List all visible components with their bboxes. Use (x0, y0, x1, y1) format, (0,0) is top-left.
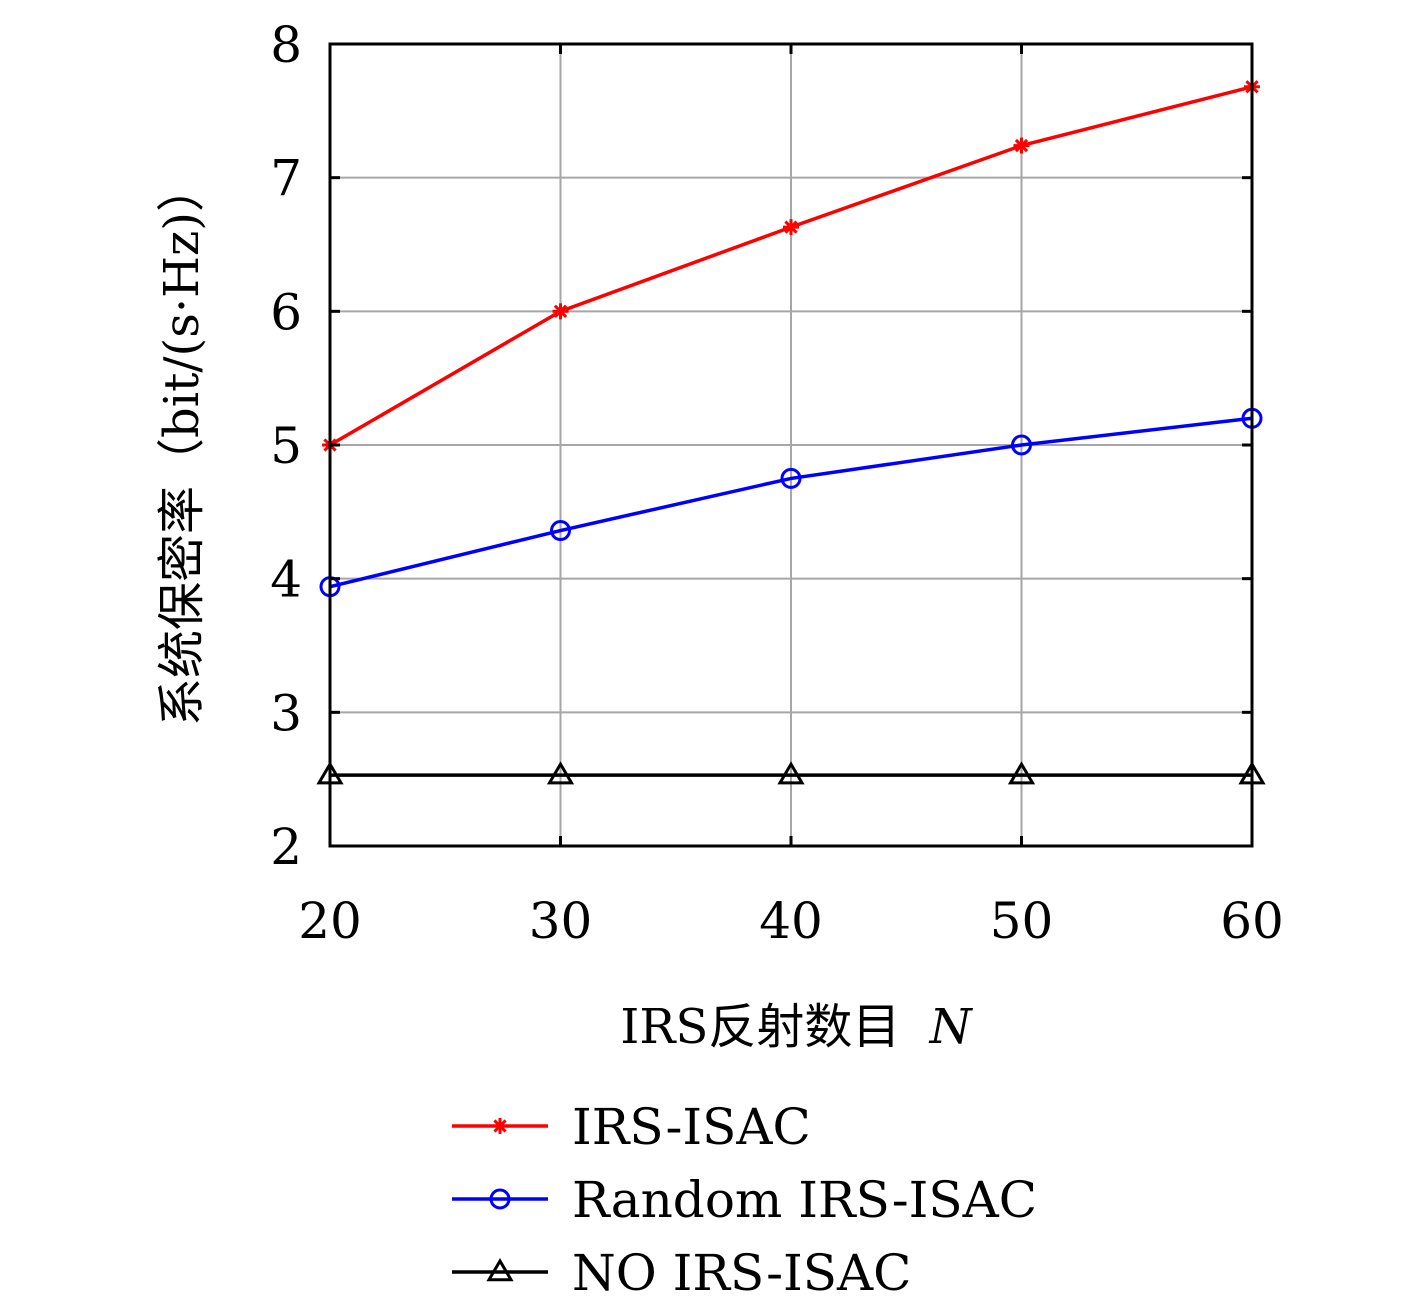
series-layer (316, 78, 1266, 785)
y-tick-label: 4 (270, 551, 302, 609)
legend-label: NO IRS-ISAC (572, 1244, 911, 1302)
legend-item-random-irs-isac: Random IRS-ISAC (452, 1171, 1037, 1229)
legend-item-no-irs-isac: NO IRS-ISAC (452, 1244, 911, 1302)
data-point-irs-isac-stroke (553, 304, 568, 318)
legend-item-irs-isac: IRS-ISAC (452, 1098, 811, 1156)
x-tick-label: 30 (529, 892, 593, 950)
legend-label: IRS-ISAC (572, 1098, 811, 1156)
x-tick-label: 40 (759, 892, 823, 950)
x-axis-label-var: N (929, 999, 974, 1055)
legend-swatch-marker (492, 1118, 508, 1134)
legend-swatch-marker (486, 1258, 514, 1282)
ticks (328, 42, 1254, 848)
y-tick-label: 8 (270, 16, 302, 74)
data-point-no-irs-isac (777, 761, 805, 785)
data-point-irs-isac (783, 219, 799, 236)
y-tick-label: 5 (270, 417, 302, 475)
data-point-irs-isac (1013, 137, 1030, 154)
data-point-irs-isac-stroke (1014, 138, 1029, 153)
data-point-random-irs-isac (550, 520, 571, 542)
tick-labels: 20 30 40 50 60 2 3 4 5 6 7 8 (270, 16, 1284, 950)
legend-swatch-marker-stroke (493, 1119, 507, 1133)
data-point-irs-isac-stroke (784, 220, 798, 234)
data-point-no-irs-isac (546, 761, 575, 785)
y-tick-label: 2 (270, 818, 302, 876)
y-tick-label: 7 (270, 150, 302, 208)
data-point-no-irs-isac (1007, 761, 1036, 785)
data-point-random-irs-isac (1011, 434, 1032, 456)
data-point-random-irs-isac (780, 467, 802, 489)
data-point-irs-isac (552, 303, 569, 320)
grid (329, 43, 1253, 847)
x-axis-label: IRS反射数目 N (620, 999, 973, 1055)
legend: IRS-ISAC Random IRS-ISAC NO IRS-ISAC (452, 1098, 1037, 1302)
series-line-random-irs-isac (329, 416, 1253, 589)
x-tick-label: 50 (990, 892, 1054, 950)
x-tick-label: 20 (298, 892, 362, 950)
legend-swatch-marker (489, 1188, 511, 1210)
y-tick-label: 6 (270, 283, 302, 341)
x-axis-label-text: IRS反射数目 (620, 999, 900, 1055)
legend-label: Random IRS-ISAC (572, 1171, 1037, 1229)
y-tick-label: 3 (270, 684, 302, 742)
y-axis-label: 系统保密率（bit/(s·Hz)） (154, 164, 210, 726)
x-tick-label: 60 (1220, 892, 1284, 950)
